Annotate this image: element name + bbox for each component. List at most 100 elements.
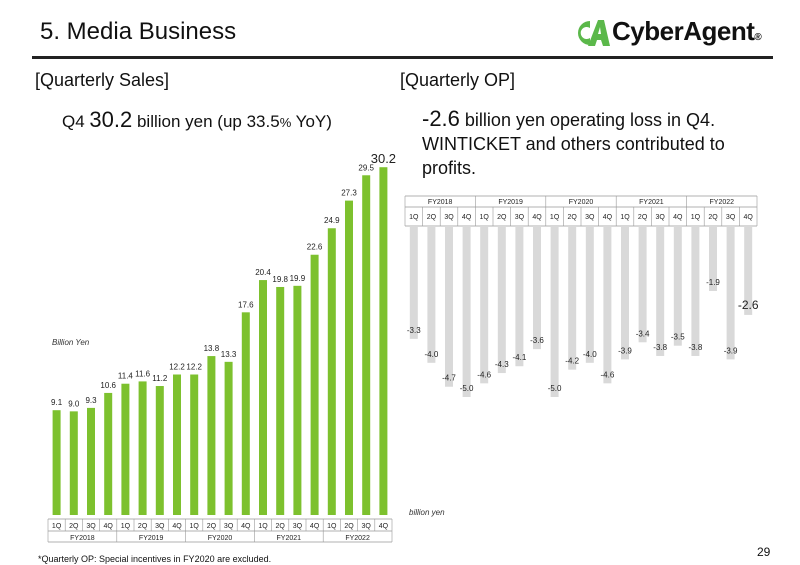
op-data-label: -3.9 (618, 346, 632, 355)
sales-data-label: 20.4 (255, 268, 271, 277)
sales-bar (138, 381, 147, 515)
op-data-label: -4.3 (495, 360, 509, 369)
op-tick-label: 1Q (480, 214, 490, 221)
sales-tick-label: 4Q (241, 523, 251, 530)
op-bar (568, 226, 577, 370)
sales-data-label: 17.6 (238, 300, 254, 309)
sales-tick-label: 1Q (190, 523, 200, 530)
sales-bar (52, 410, 61, 515)
sales-bar (87, 407, 95, 515)
sales-data-label: 24.9 (324, 216, 340, 225)
op-data-label: -3.3 (407, 326, 421, 335)
sales-bar (276, 286, 285, 515)
sales-bar (293, 285, 302, 515)
sales-bar (173, 374, 181, 515)
sales-bar (327, 228, 336, 515)
op-data-label: -3.6 (530, 336, 544, 345)
op-data-label: -5.0 (460, 384, 474, 393)
sales-tick-label: 1Q (52, 523, 62, 530)
sales-tick-label: 2Q (344, 523, 354, 530)
sales-bar (121, 383, 130, 515)
op-tick-label: 2Q (568, 214, 578, 221)
op-tick-label: 4Q (673, 214, 683, 221)
op-tick-label: 1Q (409, 214, 419, 221)
sales-bar (155, 386, 164, 515)
sales-data-label: 19.8 (272, 275, 288, 284)
sales-tick-label: 4Q (310, 523, 320, 530)
sales-bar (224, 361, 233, 515)
sales-tick-label: 2Q (69, 523, 79, 530)
op-bar (480, 226, 489, 384)
op-bar (445, 226, 453, 387)
sales-bar (362, 175, 371, 515)
op-data-label: -2.6 (738, 298, 759, 312)
op-tick-label: 2Q (427, 214, 437, 221)
sales-data-label: 9.1 (51, 398, 63, 407)
sales-bar (379, 167, 388, 516)
op-group-label: FY2020 (569, 199, 594, 206)
op-heading: [Quarterly OP] (400, 70, 516, 90)
op-group-label: FY2021 (639, 199, 664, 206)
sales-bar (241, 312, 250, 515)
sales-bar (207, 356, 216, 515)
op-tick-label: 3Q (585, 214, 595, 221)
op-bar (533, 226, 541, 350)
sales-tick-label: 3Q (293, 523, 303, 530)
op-tick-label: 1Q (620, 214, 630, 221)
op-tick-label: 1Q (691, 214, 701, 221)
sales-tick-label: 3Q (86, 523, 96, 530)
op-bar (497, 226, 506, 374)
sales-tick-label: 4Q (104, 523, 114, 530)
sales-group-label: FY2020 (208, 535, 233, 542)
page-title: 5. Media Business (40, 18, 237, 45)
op-data-label: -4.6 (477, 370, 491, 379)
op-bar (673, 226, 682, 346)
op-bar (585, 226, 594, 363)
sales-data-label: 11.2 (152, 374, 168, 383)
op-bar (656, 226, 665, 356)
sales-group-label: FY2019 (139, 535, 164, 542)
sales-tick-label: 3Q (155, 523, 165, 530)
sales-tick-label: 2Q (276, 523, 286, 530)
sales-group-label: FY2022 (345, 535, 370, 542)
op-tick-label: 3Q (656, 214, 666, 221)
op-tick-label: 4Q (532, 214, 542, 221)
op-data-label: -4.6 (601, 370, 615, 379)
sales-data-label: 22.6 (307, 243, 323, 252)
sales-data-label: 12.2 (186, 363, 202, 372)
sales-tick-label: 3Q (362, 523, 372, 530)
sales-data-label: 13.3 (221, 350, 237, 359)
sales-bar (190, 374, 199, 515)
footnote: *Quarterly OP: Special incentives in FY2… (38, 554, 272, 564)
sales-data-label: 30.2 (371, 151, 396, 166)
sales-data-label: 9.0 (68, 399, 80, 408)
op-tick-label: 1Q (550, 214, 560, 221)
op-bar (744, 226, 753, 315)
sales-bar (259, 280, 267, 515)
op-bar (691, 226, 700, 356)
sales-tick-label: 1Q (327, 523, 337, 530)
op-data-label: -3.5 (671, 333, 685, 342)
op-bar (621, 226, 629, 360)
op-tick-label: 3Q (444, 214, 454, 221)
op-tick-label: 2Q (638, 214, 648, 221)
sales-data-label: 27.3 (341, 189, 357, 198)
sales-axis-title: Billion Yen (52, 338, 90, 347)
sales-tick-label: 4Q (172, 523, 182, 530)
op-group-label: FY2019 (498, 199, 523, 206)
sales-bar (104, 392, 113, 515)
op-bar (409, 226, 418, 339)
sales-group-label: FY2018 (70, 535, 95, 542)
sales-tick-label: 3Q (224, 523, 234, 530)
op-tick-label: 3Q (515, 214, 525, 221)
sales-tick-label: 4Q (379, 523, 389, 530)
op-data-label: -5.0 (548, 384, 562, 393)
op-data-label: -3.8 (689, 343, 703, 352)
op-bar (515, 226, 524, 367)
cyberagent-logo-icon (578, 20, 610, 46)
sales-data-label: 10.6 (100, 381, 116, 390)
op-data-label: -4.0 (425, 350, 439, 359)
op-group-label: FY2022 (710, 199, 735, 206)
sales-tick-label: 2Q (207, 523, 217, 530)
